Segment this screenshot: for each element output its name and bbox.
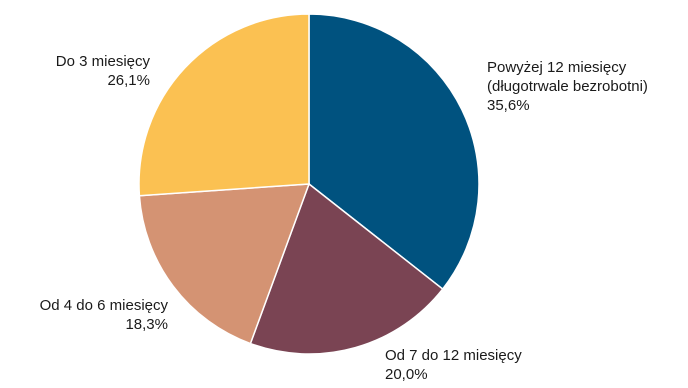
slice-label-group-od-7-do-12-miesi-cy: Od 7 do 12 miesięcy 20,0% <box>385 347 522 383</box>
slice-value-label: 20,0% <box>385 366 428 383</box>
pie-slice-powy-ej-12-miesi-cy <box>308 13 480 291</box>
labels-layer: Powyżej 12 miesięcy (długotrwale bezrobot… <box>40 53 648 383</box>
slices-layer <box>138 13 480 355</box>
slice-category-label: Powyżej 12 miesięcy <box>487 59 627 76</box>
slice-label-group-powy-ej-12-miesi-cy: Powyżej 12 miesięcy (długotrwale bezrobot… <box>487 59 648 114</box>
pie-slice-od-4-do-6-miesi-cy <box>138 183 311 345</box>
slice-category-label: Od 4 do 6 miesięcy <box>40 297 169 314</box>
slice-value-label: 35,6% <box>487 97 530 114</box>
slice-value-label: 26,1% <box>107 72 150 89</box>
pie-slice-do-3-miesi-cy <box>138 13 310 197</box>
slice-value-label: 18,3% <box>125 316 168 333</box>
slice-category-label: Do 3 miesięcy <box>56 53 151 70</box>
slice-category-label: (długotrwale bezrobotni) <box>487 78 648 95</box>
slice-label-group-do-3-miesi-cy: Do 3 miesięcy 26,1% <box>56 53 151 89</box>
slice-category-label: Od 7 do 12 miesięcy <box>385 347 522 364</box>
slice-label-group-od-4-do-6-miesi-cy: Od 4 do 6 miesięcy 18,3% <box>40 297 169 333</box>
pie-slice-od-7-do-12-miesi-cy <box>249 182 444 355</box>
